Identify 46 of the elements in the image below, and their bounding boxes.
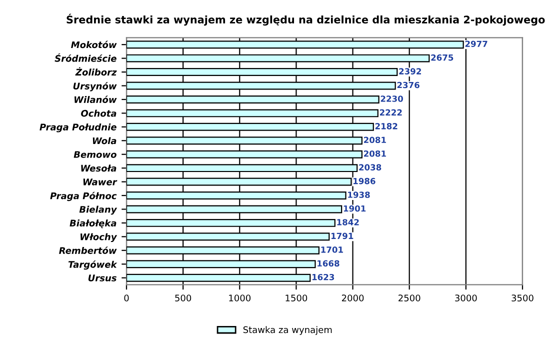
data-label: 1901 [344, 205, 366, 212]
data-label: 2392 [399, 68, 421, 74]
data-label: 2038 [359, 164, 382, 170]
data-label: 1668 [318, 260, 340, 267]
data-label: 2081 [364, 150, 386, 157]
y-tick-label: Wola [92, 137, 116, 144]
y-tick-label: Ursynów [73, 82, 117, 92]
x-tick-label: 2500 [398, 294, 420, 302]
y-tick-label: Bemowo [74, 151, 116, 158]
data-label: 1938 [348, 192, 370, 198]
y-tick-label: Wawer [83, 178, 118, 186]
legend-label: Stawka za wynajem [243, 326, 332, 335]
y-tick-label: Wilanów [74, 96, 117, 104]
data-label: 1842 [337, 219, 359, 226]
x-tick-label: 1500 [286, 294, 308, 302]
y-tick-label: Śródmieście [54, 53, 116, 62]
x-tick-label: 3500 [512, 294, 534, 302]
y-tick-label: Praga Północ [50, 192, 117, 202]
data-label: 1791 [331, 232, 354, 240]
data-label: 1701 [321, 246, 343, 253]
data-label: 2182 [375, 123, 398, 130]
y-tick-label: Żoliborz [75, 67, 117, 76]
x-tick-label: 1000 [229, 294, 251, 302]
data-label: 1623 [312, 274, 334, 280]
y-tick-label: Włochy [80, 233, 118, 242]
x-tick-label: 500 [175, 294, 192, 302]
data-label: 2081 [364, 136, 386, 144]
x-tick-label: 2000 [342, 294, 364, 302]
data-label: 1986 [354, 178, 376, 184]
x-tick-label: 0 [124, 294, 129, 302]
chart-title: Średnie stawki za wynajem ze względu na dzielnice dla mieszkania 2-pokojowego [66, 14, 545, 26]
x-tick-label: 3000 [455, 294, 477, 302]
y-tick-label: Białołęka [70, 220, 116, 228]
y-tick-label: Ursus [88, 274, 116, 282]
y-tick-label: Wesoła [81, 164, 116, 172]
y-tick-label: Targówek [68, 260, 118, 270]
data-label: 2376 [397, 82, 420, 88]
y-tick-label: Bielany [79, 206, 118, 215]
y-tick-label: Mokotów [71, 40, 117, 48]
data-label: 2222 [380, 109, 402, 116]
y-tick-label: Rembertów [59, 246, 117, 254]
data-label: 2675 [431, 54, 454, 61]
y-tick-label: Ochota [81, 110, 116, 117]
data-label: 2230 [380, 96, 403, 102]
data-label: 2977 [465, 40, 488, 48]
y-tick-label: Praga Południe [40, 123, 116, 132]
